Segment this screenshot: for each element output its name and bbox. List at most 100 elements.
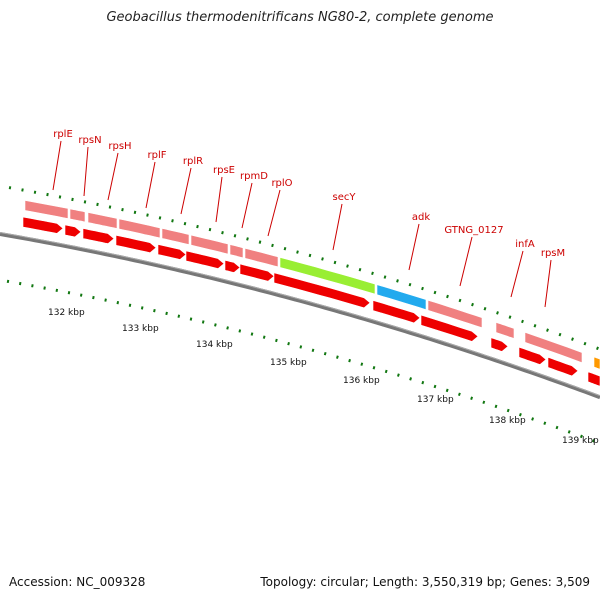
gene-feature	[244, 247, 279, 268]
leader-line	[145, 161, 156, 209]
cds-arrow	[372, 300, 421, 324]
leader-line	[180, 167, 192, 215]
tick-mark	[372, 366, 376, 370]
tick-mark	[18, 281, 22, 286]
tick-mark	[31, 284, 34, 288]
gene-label: secY	[333, 192, 357, 203]
gene-feature	[87, 212, 118, 229]
gene-feature	[495, 321, 515, 339]
tick-mark	[592, 439, 596, 443]
leader-line	[52, 140, 62, 191]
tick-mark	[79, 293, 83, 297]
cds-arrow	[115, 234, 157, 254]
tick-mark	[96, 202, 99, 207]
gene-feature	[427, 299, 483, 329]
scale-ticks	[6, 279, 596, 443]
tick-mark	[346, 264, 349, 268]
tick-mark	[33, 190, 37, 194]
tick-mark	[201, 320, 205, 324]
tick-mark	[233, 234, 237, 238]
accession-text: Accession: NC_009328	[9, 575, 146, 589]
gene-label: rplE	[53, 129, 73, 140]
tick-mark	[518, 412, 522, 417]
scale-labels: 132 kbp 133 kbp 134 kbp 135 kbp 136 kbp 137 k…	[48, 308, 599, 446]
cds-arrow	[64, 224, 82, 238]
gene-feature	[279, 257, 376, 295]
cds-features	[22, 216, 600, 387]
gene-label: rpmD	[240, 171, 268, 182]
cds-arrow	[224, 259, 241, 273]
tick-mark	[55, 288, 59, 293]
scale-label: 139 kbp	[562, 436, 599, 446]
gene-feature	[118, 218, 161, 239]
tick-mark	[421, 286, 424, 291]
scale-label: 134 kbp	[196, 340, 233, 350]
gene-feature	[229, 244, 244, 259]
tick-mark	[446, 294, 449, 299]
leader-line	[459, 236, 473, 287]
gene-label: infA	[515, 239, 535, 250]
tick-mark	[471, 302, 474, 307]
tick-mark	[470, 396, 474, 401]
tick-mark	[21, 188, 24, 192]
tick-mark	[116, 300, 120, 305]
gene-label: rpsE	[213, 165, 235, 176]
cds-arrow	[157, 244, 187, 260]
tick-mark	[358, 267, 362, 272]
tick-mark	[311, 348, 315, 353]
tick-mark	[433, 384, 437, 389]
tick-mark	[543, 421, 547, 425]
tick-mark	[482, 400, 486, 405]
leader-line	[83, 146, 89, 197]
genome-summary: Topology: circular; Length: 3,550,319 bp…	[260, 575, 590, 589]
tick-mark	[177, 314, 181, 318]
tick-mark	[226, 326, 229, 330]
gene-feature	[24, 200, 69, 219]
tick-mark	[571, 337, 574, 341]
tick-mark	[46, 192, 49, 197]
tick-mark	[165, 311, 168, 316]
gene-feature	[593, 356, 600, 370]
tick-mark	[336, 355, 339, 359]
tick-mark	[555, 425, 559, 430]
cds-arrow	[239, 263, 275, 282]
scale-label: 137 kbp	[417, 395, 454, 405]
tick-mark	[445, 388, 449, 393]
tick-mark	[121, 207, 124, 212]
tick-mark	[258, 240, 262, 244]
tick-mark	[579, 434, 583, 439]
tick-mark	[421, 380, 425, 385]
tick-mark	[494, 404, 498, 409]
gene-feature	[524, 331, 583, 364]
tick-mark	[128, 303, 132, 307]
leader-line	[107, 152, 119, 201]
tick-mark	[275, 338, 278, 343]
tick-mark	[214, 323, 217, 327]
leader-line	[510, 250, 524, 298]
gene-feature	[161, 228, 190, 245]
tick-mark	[8, 186, 12, 190]
tick-mark	[283, 246, 287, 251]
tick-mark	[409, 377, 412, 381]
tick-mark	[299, 345, 303, 349]
tick-mark	[596, 346, 599, 351]
tick-mark	[396, 279, 399, 283]
gene-feature	[190, 234, 229, 255]
cds-arrow	[547, 356, 579, 377]
scale-label: 136 kbp	[343, 376, 380, 386]
tick-mark	[246, 237, 249, 241]
gene-features	[24, 200, 600, 370]
tick-mark	[323, 351, 327, 356]
backbone	[0, 232, 600, 400]
tick-mark	[71, 197, 74, 202]
tick-mark	[43, 286, 46, 290]
tick-mark	[92, 295, 95, 300]
tick-mark	[287, 341, 290, 346]
tick-mark	[108, 205, 112, 209]
tick-mark	[308, 253, 312, 258]
scale-label: 133 kbp	[122, 324, 159, 334]
scale-label: 135 kbp	[270, 358, 307, 368]
tick-mark	[271, 243, 274, 248]
tick-mark	[67, 291, 71, 295]
